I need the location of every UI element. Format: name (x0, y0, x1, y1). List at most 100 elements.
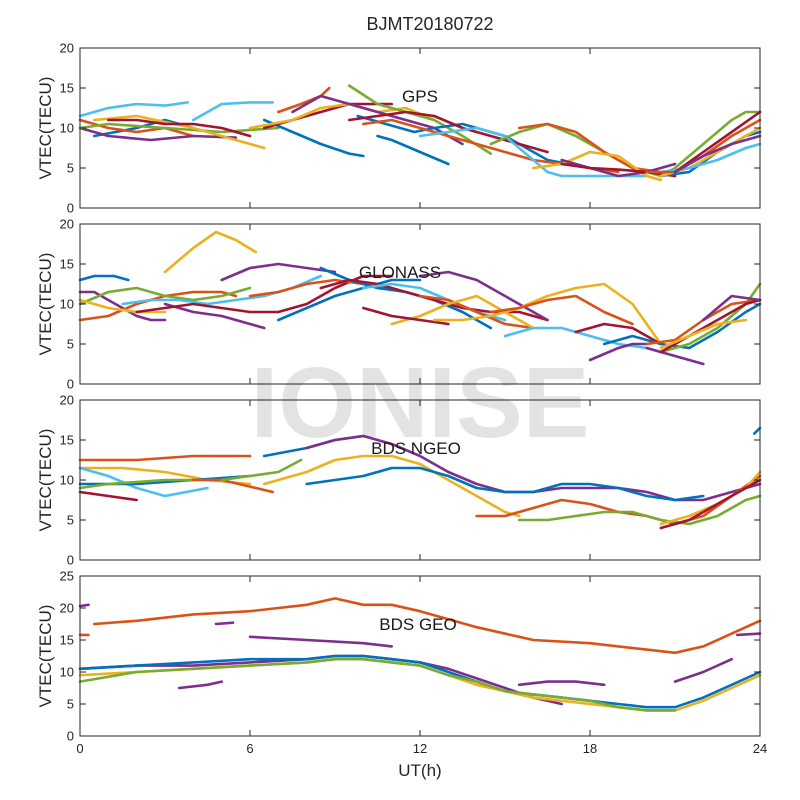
panel-3-y-tick-label: 10 (60, 473, 74, 488)
panel-2-y-tick-label: 5 (67, 337, 74, 352)
panel-2-series (78, 230, 762, 366)
x-axis-label: UT(h) (398, 761, 441, 780)
panel-1-series-line-15 (356, 114, 592, 170)
panel-1-series-line-6 (92, 114, 266, 150)
panel-3-series-line-14 (517, 494, 762, 526)
panel-1-y-tick-label: 0 (67, 201, 74, 216)
panel-3-y-tick-label: 0 (67, 553, 74, 568)
panel-2-series-line-26 (659, 282, 762, 354)
panel-3-y-tick-label: 20 (60, 393, 74, 408)
panel-1-y-tick-label: 20 (60, 41, 74, 56)
panel-2-series-line-11 (276, 278, 422, 322)
panel-1-series-line-14 (347, 84, 493, 155)
panel-2-series-line-1 (78, 274, 130, 282)
panel-2-series-line-2 (78, 290, 167, 322)
x-tick-label: 24 (753, 741, 767, 756)
panel-2-series-line-21 (489, 294, 634, 326)
panel-3-series-line-11 (262, 454, 521, 518)
watermark: IONISE (251, 347, 590, 459)
panel-4: 0 6 12 18 24 0 5 10 15 20 25 VTEC(TECU) BDS GEO (36, 569, 767, 757)
panel-2-annotation: GLONASS (359, 263, 441, 282)
panel-1-series-line-5 (78, 122, 280, 134)
panel-4-series-line-8 (177, 680, 223, 690)
panel-4-y-tick-label: 5 (67, 697, 74, 712)
panel-2-series-line-19 (361, 306, 450, 326)
panel-2-series-line-23 (574, 322, 663, 346)
panel-2-series-line-16 (418, 270, 549, 322)
panel-1-series-line-7 (107, 118, 252, 138)
panel-3-series-line-2 (78, 466, 252, 486)
panel-3: 0 5 10 15 20 VTEC(TECU) BDS NGEO (36, 393, 762, 568)
panel-3-y-axis-label: VTEC(TECU) (36, 429, 55, 532)
panel-2-series-line-17 (418, 294, 535, 330)
panel-4-series (78, 597, 762, 712)
panel-2-series-line-7 (163, 230, 257, 274)
panel-4-series-line-5 (248, 635, 394, 648)
panel-2-series-line-31 (701, 294, 762, 322)
panel-3-series-line-16 (659, 478, 762, 530)
panel-2-series-line-20 (432, 282, 663, 346)
panel-3-series-line-3 (78, 466, 209, 498)
panel-4-plot-area (80, 576, 760, 736)
x-tick-label: 6 (246, 741, 253, 756)
panel-1-series-line-1 (78, 101, 189, 118)
panel-4-series-line-2 (92, 597, 762, 655)
panel-4-series-line-4 (214, 621, 235, 626)
panel-1-series-line-31 (673, 134, 762, 174)
figure-title: BJMT20180722 (366, 14, 493, 34)
panel-4-y-tick-label: 20 (60, 601, 74, 616)
panel-3-y-tick-label: 5 (67, 513, 74, 528)
panel-3-series-line-17 (752, 426, 762, 435)
panel-1-series-line-4 (78, 126, 238, 142)
panel-2: 0 5 10 15 20 VTEC(TECU) GLONASS (36, 217, 762, 392)
panel-4-annotation: BDS GEO (379, 615, 456, 634)
panel-1-series-line-24 (560, 162, 677, 178)
panel-2-y-tick-label: 10 (60, 297, 74, 312)
panel-2-series-line-30 (659, 318, 748, 350)
panel-3-annotation: BDS NGEO (371, 439, 461, 458)
panel-3-y-tick-label: 15 (60, 433, 74, 448)
panel-1-series-line-9 (262, 118, 365, 158)
panel-4-y-tick-label: 15 (60, 633, 74, 648)
panel-4-y-tick-label: 10 (60, 665, 74, 680)
panel-3-series (78, 426, 762, 530)
panel-2-series-line-5 (78, 298, 167, 314)
panel-3-series-line-6 (78, 490, 138, 502)
panel-2-series-line-18 (390, 294, 535, 330)
panel-1-series-line-12 (276, 86, 331, 114)
panel-1: 0 5 10 15 20 VTEC(TECU) GPS (36, 41, 762, 216)
panel-2-y-tick-label: 20 (60, 217, 74, 232)
x-tick-label: 18 (583, 741, 597, 756)
panel-1-annotation: GPS (402, 87, 438, 106)
panel-2-y-axis-label: VTEC(TECU) (36, 253, 55, 356)
panel-1-series-line-23 (560, 158, 677, 178)
panel-4-series-line-13 (78, 657, 677, 712)
panel-1-y-tick-label: 10 (60, 121, 74, 136)
panel-2-series-line-8 (163, 302, 266, 330)
panel-4-series-line-9 (517, 680, 606, 687)
x-tick-label: 0 (76, 741, 83, 756)
panel-2-series-line-4 (78, 286, 252, 306)
panel-2-series-line-10 (220, 262, 337, 282)
panel-4-series-line-6 (735, 632, 762, 637)
panel-1-series-line-19 (376, 134, 450, 166)
panels: 0 5 10 15 20 VTEC(TECU) GPS 0 5 10 15 20 VTEC(TECU) G… (36, 41, 767, 757)
panel-4-y-tick-label: 25 (60, 569, 74, 584)
panel-3-series-line-8 (220, 458, 303, 482)
panel-1-series-line-8 (192, 101, 275, 122)
panel-4-series-line-10 (673, 657, 734, 683)
panel-4-y-tick-label: 0 (67, 729, 74, 744)
panel-1-y-tick-label: 15 (60, 81, 74, 96)
panel-2-series-line-28 (645, 346, 705, 366)
panel-1-y-tick-label: 5 (67, 161, 74, 176)
panel-1-series-line-22 (531, 150, 663, 182)
panel-1-series (78, 84, 762, 182)
x-tick-label: 12 (413, 741, 427, 756)
panel-2-series-line-24 (588, 342, 649, 362)
panel-3-series-line-12 (305, 466, 705, 502)
panel-3-series-line-1 (78, 454, 252, 462)
panel-2-series-line-25 (602, 302, 762, 350)
panel-1-y-axis-label: VTEC(TECU) (36, 77, 55, 180)
panel-2-y-tick-label: 0 (67, 377, 74, 392)
